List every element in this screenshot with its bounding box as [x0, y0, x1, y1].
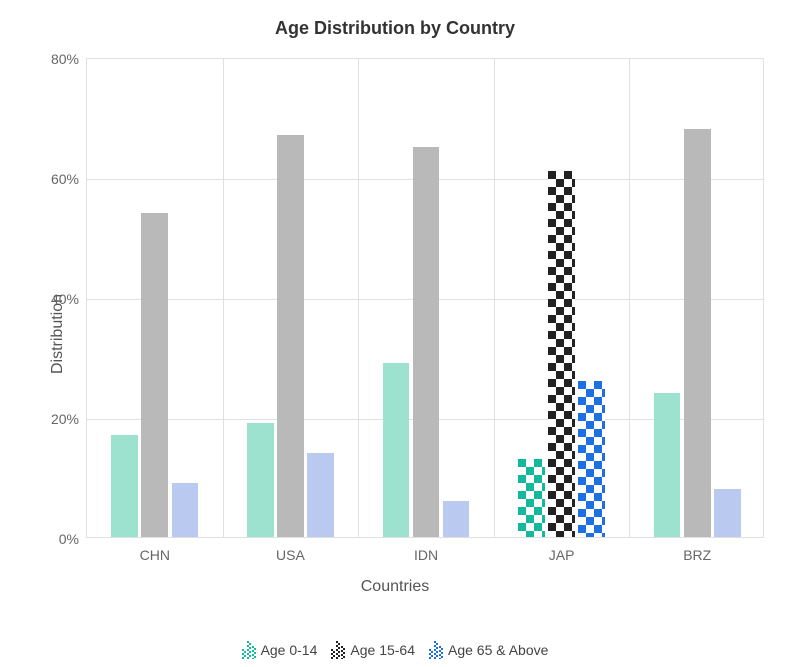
bar[interactable]	[172, 483, 199, 537]
y-tick-label: 60%	[51, 171, 87, 187]
y-tick-label: 80%	[51, 51, 87, 67]
bar[interactable]	[277, 135, 304, 537]
legend-item[interactable]: Age 0-14	[242, 641, 318, 659]
bar[interactable]	[714, 489, 741, 537]
bar[interactable]	[141, 213, 168, 537]
y-tick-label: 20%	[51, 411, 87, 427]
legend-swatch	[331, 641, 345, 659]
legend-item[interactable]: Age 15-64	[331, 641, 415, 659]
gridline-v	[494, 59, 495, 537]
y-tick-label: 40%	[51, 291, 87, 307]
gridline-v	[629, 59, 630, 537]
gridline-v	[358, 59, 359, 537]
bar[interactable]	[307, 453, 334, 537]
plot-area: 0%20%40%60%80%CHNUSAIDNJAPBRZ	[86, 58, 764, 538]
x-axis-label: Countries	[0, 578, 790, 596]
bar[interactable]	[111, 435, 138, 537]
legend-label: Age 65 & Above	[448, 642, 548, 658]
bar[interactable]	[578, 381, 605, 537]
x-tick-label: USA	[276, 537, 305, 563]
x-tick-label: CHN	[140, 537, 170, 563]
chart-title: Age Distribution by Country	[0, 18, 790, 39]
x-tick-label: JAP	[549, 537, 575, 563]
x-tick-label: BRZ	[683, 537, 711, 563]
gridline-v	[223, 59, 224, 537]
chart-container: Age Distribution by Country Distribution…	[0, 0, 790, 667]
x-tick-label: IDN	[414, 537, 438, 563]
y-tick-label: 0%	[59, 531, 87, 547]
bar[interactable]	[518, 459, 545, 537]
legend-label: Age 15-64	[350, 642, 415, 658]
bar[interactable]	[443, 501, 470, 537]
legend-swatch	[429, 641, 443, 659]
legend: Age 0-14 Age 15-64 Age 65 & Above	[0, 641, 790, 659]
legend-item[interactable]: Age 65 & Above	[429, 641, 548, 659]
bar[interactable]	[247, 423, 274, 537]
bar[interactable]	[654, 393, 681, 537]
bar[interactable]	[413, 147, 440, 537]
bar[interactable]	[684, 129, 711, 537]
bar[interactable]	[383, 363, 410, 537]
legend-swatch	[242, 641, 256, 659]
bar[interactable]	[548, 171, 575, 537]
legend-label: Age 0-14	[261, 642, 318, 658]
